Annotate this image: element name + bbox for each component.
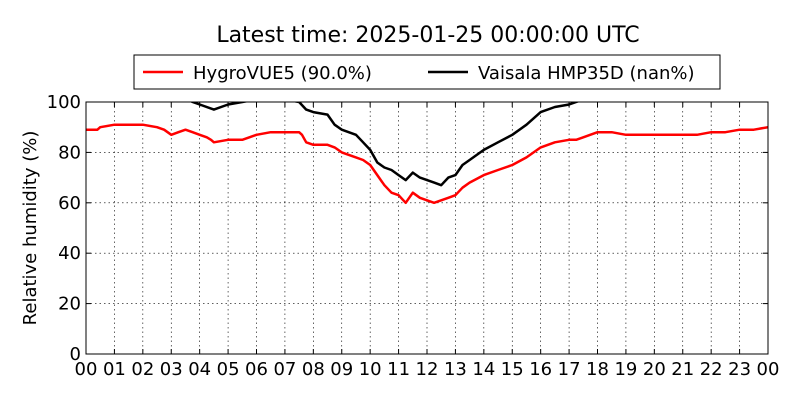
legend-label-hygrovue5: HygroVUE5 (90.0%) — [193, 63, 372, 84]
series-layer — [86, 102, 768, 205]
x-tick-label: 20 — [643, 359, 666, 380]
x-tick-label: 17 — [558, 359, 581, 380]
x-tick-label: 11 — [387, 359, 410, 380]
x-tick-label: 13 — [444, 359, 467, 380]
x-tick-label: 14 — [472, 359, 495, 380]
x-tick-label: 10 — [359, 359, 382, 380]
x-tick-label: 21 — [671, 359, 694, 380]
y-axis: 0 20 40 60 80 100 — [47, 92, 768, 365]
x-tick-label: 12 — [416, 359, 439, 380]
x-tick-label: 16 — [529, 359, 552, 380]
y-tick-label: 20 — [58, 294, 81, 315]
series-line-0 — [86, 123, 768, 205]
chart-title: Latest time: 2025-01-25 00:00:00 UTC — [216, 23, 639, 48]
plot-area: 00 01 02 03 04 05 06 07 08 09 10 11 12 13 14 15 16 17 18 19… — [47, 92, 780, 380]
x-tick-label: 18 — [586, 359, 609, 380]
y-axis-label: Relative humidity (%) — [20, 131, 41, 326]
x-tick-label: 05 — [217, 359, 240, 380]
legend-box — [133, 54, 721, 90]
x-tick-label: 08 — [302, 359, 325, 380]
y-tick-label: 80 — [58, 142, 81, 163]
x-tick-label: 22 — [700, 359, 723, 380]
x-tick-label: 02 — [131, 359, 154, 380]
x-tick-label: 01 — [103, 359, 126, 380]
x-tick-label: 00 — [75, 359, 98, 380]
x-tick-label: 19 — [614, 359, 637, 380]
x-tick-label: 23 — [728, 359, 751, 380]
x-tick-label: 00 — [757, 359, 780, 380]
y-tick-label: 40 — [58, 243, 81, 264]
x-tick-label: 03 — [160, 359, 183, 380]
x-tick-label: 09 — [330, 359, 353, 380]
x-tick-label: 15 — [501, 359, 524, 380]
legend: HygroVUE5 (90.0%) Vaisala HMP35D (nan%) — [133, 54, 721, 90]
grid — [86, 102, 768, 354]
x-tick-label: 07 — [273, 359, 296, 380]
y-tick-label: 0 — [70, 344, 81, 365]
y-tick-label: 60 — [58, 193, 81, 214]
y-tick-label: 100 — [47, 92, 81, 113]
x-tick-label: 06 — [245, 359, 268, 380]
x-axis: 00 01 02 03 04 05 06 07 08 09 10 11 12 13 14 15 16 17 18 19… — [75, 102, 780, 380]
series-line-1 — [190, 102, 580, 187]
x-tick-label: 04 — [188, 359, 211, 380]
legend-label-vaisala: Vaisala HMP35D (nan%) — [478, 63, 695, 84]
